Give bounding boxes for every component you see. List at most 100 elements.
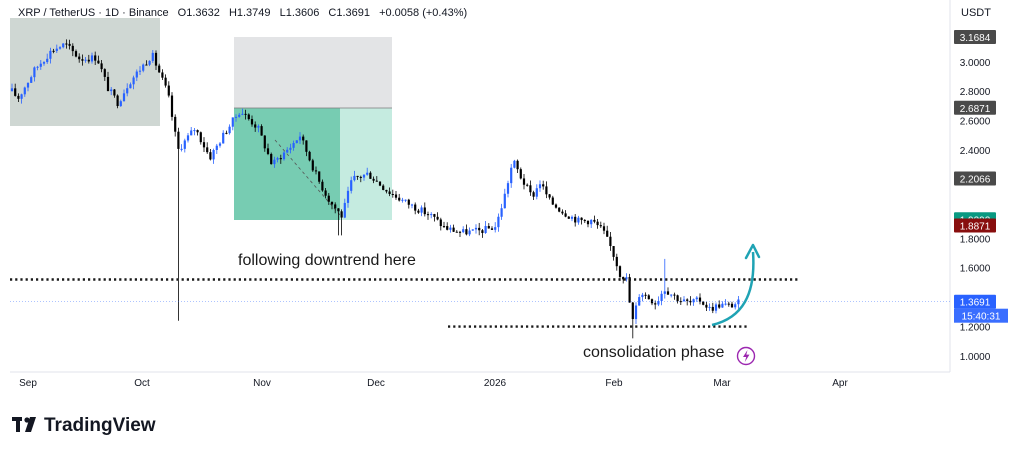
candle: [286, 147, 289, 153]
candle-body: [142, 64, 145, 71]
candle: [586, 220, 590, 228]
candle-body: [526, 184, 529, 186]
candle-body: [266, 148, 270, 154]
candle-body: [14, 88, 17, 96]
candle-body: [420, 207, 423, 213]
candle-body: [529, 185, 532, 193]
candle: [385, 189, 388, 194]
candle-body: [244, 113, 247, 115]
candle: [26, 82, 30, 92]
y-tick-label: 1.0000: [960, 352, 991, 363]
candle: [452, 224, 455, 232]
candle: [500, 203, 503, 220]
candle: [590, 219, 593, 229]
candle-body: [401, 199, 404, 201]
candle: [634, 302, 638, 324]
x-tick-label: Dec: [367, 378, 385, 389]
price-tag: 1.8871: [954, 218, 996, 233]
candle-body: [644, 294, 647, 296]
candle: [686, 298, 689, 306]
candle-body: [215, 145, 218, 150]
candle: [97, 55, 100, 64]
candle: [657, 296, 660, 307]
candle: [660, 290, 663, 306]
open-value: O1.3632: [178, 7, 220, 19]
y-tick-label: 1.8000: [960, 234, 991, 245]
candle-body: [676, 295, 679, 302]
candle: [471, 229, 474, 231]
candle: [609, 231, 612, 251]
candle-body: [356, 175, 359, 177]
candle-body: [17, 95, 20, 99]
candle: [554, 203, 558, 209]
candle-body: [206, 147, 209, 153]
candle-body: [538, 184, 542, 189]
candle: [545, 181, 548, 199]
candle-body: [292, 143, 295, 148]
candle-body: [126, 88, 129, 94]
candle-body: [484, 225, 487, 233]
candle-body: [33, 67, 36, 78]
candle-body: [734, 304, 737, 308]
candle-body: [202, 142, 206, 148]
candle-body: [433, 214, 436, 217]
candle: [558, 207, 561, 213]
candle: [241, 108, 244, 116]
candle: [481, 228, 484, 238]
candle-body: [327, 195, 330, 202]
candle-body: [375, 180, 378, 182]
candle-body: [455, 231, 458, 233]
candle-body: [81, 59, 84, 61]
candle-body: [84, 59, 87, 61]
candle-body: [474, 227, 478, 230]
candle-body: [378, 181, 382, 186]
candle-body: [222, 132, 225, 144]
time-axis[interactable]: Sep Oct Nov Dec 2026 Feb Mar Apr: [19, 378, 848, 389]
candle-body: [622, 276, 625, 280]
y-tick-label: 1.2000: [960, 323, 991, 334]
candle: [295, 140, 298, 144]
candle-body: [334, 204, 337, 209]
candle: [503, 188, 506, 209]
candle-body: [295, 140, 298, 144]
candle: [314, 166, 318, 175]
y-tick-label: 3.0000: [960, 58, 991, 69]
candle-body: [407, 199, 410, 205]
price-axis[interactable]: 3.0000 2.8000 2.6000 2.4000 1.8000 1.6000 1.20…: [954, 30, 1008, 363]
candle: [55, 44, 58, 53]
candle: [513, 159, 516, 169]
y-tick-label: 2.4000: [960, 146, 991, 157]
candle-body: [228, 126, 231, 134]
candle: [343, 198, 346, 219]
candle-body: [695, 297, 698, 300]
candle: [158, 63, 161, 73]
candle: [202, 137, 206, 153]
candle: [359, 175, 362, 183]
candle-body: [186, 135, 190, 141]
candle: [254, 121, 257, 132]
candle-body: [602, 226, 606, 231]
candle-body: [612, 246, 615, 257]
candle-body: [638, 297, 641, 306]
candle: [209, 149, 212, 161]
countdown-bg: [954, 308, 1008, 323]
candle-body: [497, 216, 500, 228]
candle: [58, 46, 62, 50]
lightning-icon[interactable]: [736, 346, 756, 366]
x-tick-label: Feb: [605, 378, 623, 389]
candle: [183, 138, 186, 153]
price-tag-label: 2.6871: [960, 104, 991, 115]
candle: [71, 43, 74, 57]
candle-body: [478, 227, 481, 231]
candle-body: [705, 304, 708, 308]
candle: [142, 63, 145, 73]
candle-body: [158, 65, 161, 73]
candle-body: [369, 172, 372, 179]
candle: [215, 143, 218, 155]
candle: [638, 294, 641, 306]
candle-body: [564, 213, 567, 217]
candle: [122, 89, 126, 102]
candle-body: [458, 231, 462, 233]
candle-body: [263, 135, 266, 149]
